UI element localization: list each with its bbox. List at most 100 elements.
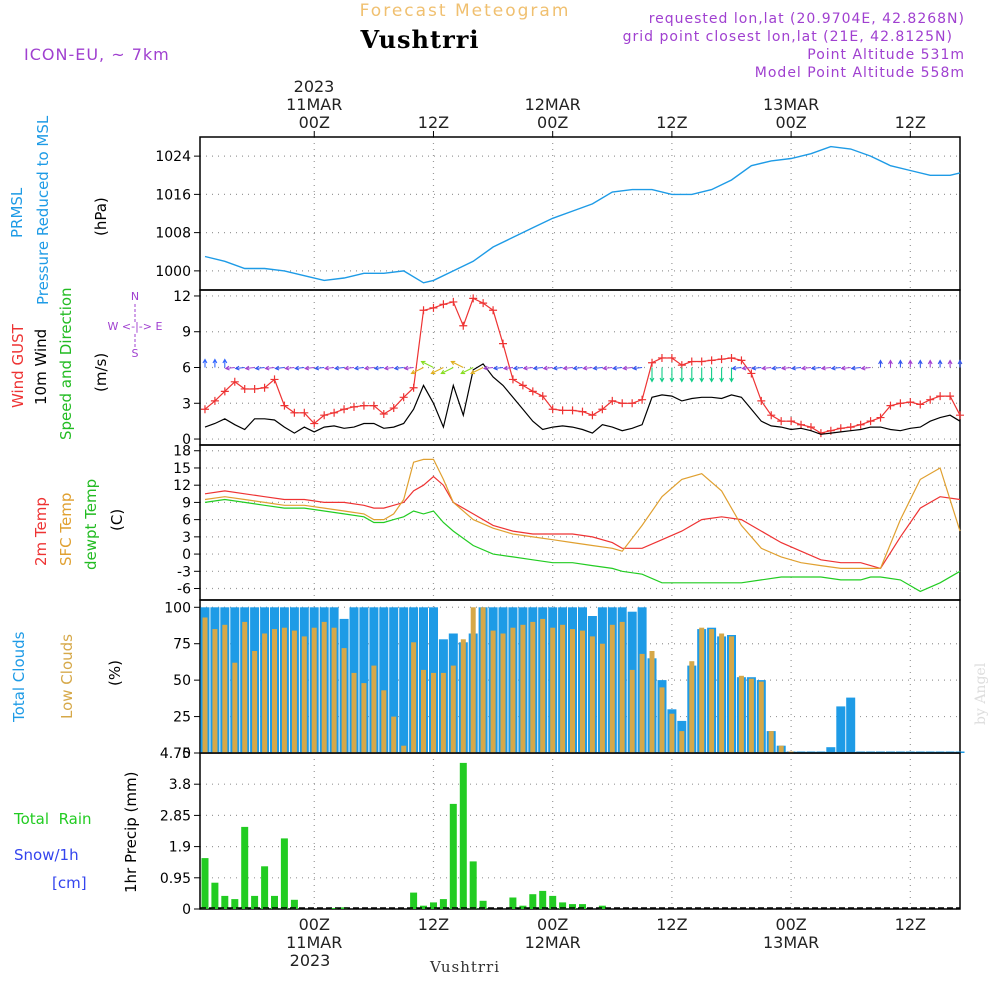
low-cloud-bar	[540, 618, 546, 753]
bottom-year-label: 2023	[290, 951, 331, 970]
wind-gust-marker	[767, 411, 776, 420]
top-time-label: 12Z	[895, 113, 926, 132]
pressure-panel: 1000 1008 1016 1024	[155, 136, 961, 291]
compass-rose: N S W <-|-> E	[108, 290, 163, 360]
precip-ytick-label: 3.8	[169, 777, 191, 793]
wind-direction-arrow	[562, 365, 573, 371]
wind-gust-marker	[538, 392, 547, 401]
footer-location: Vushtrri	[429, 958, 500, 976]
wind-gust-marker	[340, 405, 349, 414]
wind-direction-arrow	[840, 365, 851, 371]
wind-direction-arrow	[592, 365, 603, 371]
bottom-time-label: 12Z	[895, 915, 926, 934]
low-cloud-bar	[570, 629, 575, 753]
wind-direction-arrow	[492, 365, 504, 371]
rain-bar	[559, 902, 567, 909]
wind-direction-arrow	[323, 365, 335, 371]
wind-gust-label: Wind GUST	[9, 323, 27, 408]
low-cloud-bar	[699, 627, 705, 753]
low-cloud-bar	[589, 636, 595, 753]
wind-direction-arrow	[532, 365, 543, 371]
low-cloud-bar	[530, 621, 536, 753]
wind-direction-arrow	[244, 365, 255, 371]
low-cloud-bar	[500, 633, 506, 753]
wind-direction-arrow	[709, 367, 715, 383]
temp-sfc-label: SFC Temp	[57, 493, 75, 566]
bottom-time-label: 00Z	[537, 915, 568, 934]
low-cloud-bar	[331, 627, 337, 753]
wind-direction-arrow	[420, 360, 434, 368]
low-cloud-bar	[629, 669, 635, 753]
wind-gust-marker	[657, 353, 666, 362]
low-cloud-bar	[738, 675, 744, 753]
low-cloud-bar	[719, 633, 725, 753]
wind-gust-marker	[399, 393, 408, 402]
rain-bar	[330, 908, 338, 909]
wind-gust-marker	[598, 405, 607, 414]
wind-direction-arrow	[888, 359, 893, 368]
low-cloud-bar	[758, 681, 764, 753]
prmsl-label: PRMSL	[8, 187, 26, 238]
rain-bar	[519, 905, 527, 909]
wind-direction-arrow	[294, 365, 305, 371]
total-cloud-bar	[389, 607, 399, 753]
rain-bar	[280, 838, 288, 909]
low-cloud-bar	[391, 716, 397, 753]
clouds-ytick-label: 75	[173, 637, 191, 653]
wind-direction-arrow	[947, 359, 953, 368]
pressure-frame	[199, 136, 961, 291]
wind-gust-marker	[936, 392, 945, 401]
low-cloud-bar	[371, 665, 377, 753]
rain-bar	[569, 904, 576, 909]
wind-direction-arrow	[542, 365, 553, 371]
rain-bar	[549, 895, 557, 909]
temp-ytick-label: -6	[177, 582, 191, 598]
rain-bar	[539, 890, 547, 909]
temp-ytick-label: 15	[173, 461, 191, 477]
wind-direction-arrow	[353, 365, 364, 371]
pressure-ytick-label: 1000	[155, 264, 191, 280]
wind-direction-arrow	[719, 367, 724, 383]
temp-ytick-label: 6	[182, 513, 191, 529]
wind-direction-arrow	[790, 365, 802, 371]
pressure-ytick-label: 1016	[155, 187, 191, 203]
bottom-time-label: 12Z	[418, 915, 449, 934]
temp-ytick-label: 18	[173, 444, 191, 460]
rain-bar	[261, 866, 269, 909]
wind-gust-marker	[638, 395, 647, 404]
prmsl-line	[204, 145, 961, 284]
wind-gust-marker	[687, 357, 696, 366]
wind-gust-marker	[568, 406, 577, 415]
precip-unit-label: 1hr Precip (mm)	[122, 772, 140, 893]
low-cloud-bar	[639, 653, 645, 753]
low-cloud-bar	[689, 661, 695, 753]
low-cloud-bar	[321, 621, 327, 753]
wind-gust-marker	[727, 353, 736, 362]
app-title: Forecast Meteogram	[360, 1, 571, 21]
low-cloud-bar	[381, 690, 387, 753]
wind-gust-marker	[429, 303, 438, 312]
wind-direction-arrow	[572, 365, 583, 371]
wind-direction-arrow	[343, 365, 355, 371]
low-cloud-bar	[510, 627, 516, 753]
low-cloud-bar	[470, 607, 476, 753]
wind-gust-marker	[359, 401, 368, 410]
wind-gust-marker	[757, 396, 766, 405]
temp-2m-line	[204, 475, 961, 570]
wind-direction-arrow	[810, 365, 821, 371]
wind-direction-arrow	[780, 365, 792, 371]
wind-direction-arrow	[907, 359, 913, 368]
wind-gust-marker	[260, 383, 269, 392]
temp-2m-label: 2m Temp	[32, 497, 50, 566]
rain-bar	[509, 897, 517, 909]
wind-gust-marker	[320, 411, 329, 420]
wind-direction-arrow	[222, 358, 228, 368]
wind-gust-marker	[697, 357, 706, 366]
wind-gust-marker	[836, 424, 845, 433]
low-cloud-bar	[619, 621, 625, 753]
rain-bar	[241, 826, 249, 909]
wind-gust-marker	[409, 383, 418, 392]
low-cloud-bar	[669, 713, 675, 753]
model-name: ICON-EU, ~ 7km	[24, 45, 170, 64]
wind-direction-arrow	[927, 359, 933, 368]
